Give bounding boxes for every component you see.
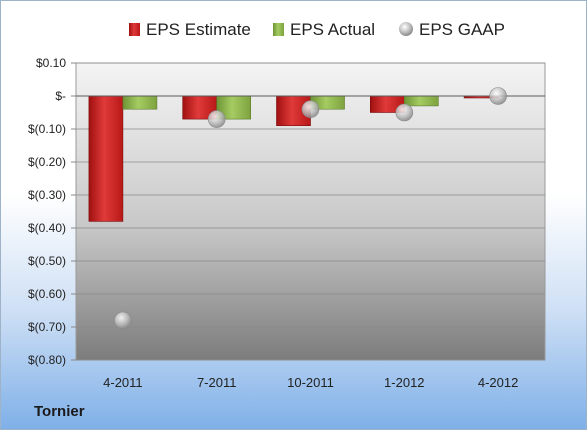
x-tick-label: 10-2011: [287, 375, 334, 390]
point-eps-gaap: [114, 311, 132, 330]
y-axis-ticks: $0.10 $- $(0.10) $(0.20) $(0.30) $(0.40) $(0.5…: [28, 56, 76, 367]
x-tick-label: 7-2011: [197, 375, 237, 390]
point-eps-gaap: [395, 103, 414, 122]
bars: [88, 95, 499, 222]
x-axis-ticks: 4-2011 7-2011 10-2011 1-2012 4-2012: [103, 375, 518, 390]
legend-estimate-label: EPS Estimate: [146, 20, 251, 39]
y-tick-label: $0.10: [36, 56, 66, 70]
y-tick-label: $(0.40): [28, 221, 66, 235]
legend-gaap-label: EPS GAAP: [419, 20, 505, 39]
point-eps-gaap: [207, 110, 226, 128]
gridlines: [76, 62, 545, 361]
legend: EPS Estimate EPS Actual EPS GAAP: [129, 20, 505, 39]
y-tick-label: $(0.80): [28, 353, 66, 367]
legend-actual-label: EPS Actual: [290, 20, 375, 39]
point-eps-gaap: [489, 87, 507, 105]
gaap-points: [114, 87, 507, 330]
point-eps-gaap: [301, 100, 320, 118]
bar-eps-actual: [403, 95, 439, 107]
x-tick-label: 4-2012: [478, 375, 518, 390]
bar-eps-estimate: [88, 95, 124, 222]
company-name: Tornier: [34, 403, 85, 420]
y-tick-label: $-: [55, 89, 66, 103]
legend-actual-swatch: [273, 23, 284, 36]
x-tick-label: 1-2012: [384, 375, 424, 390]
y-tick-label: $(0.10): [28, 122, 66, 136]
legend-gaap-swatch: [399, 22, 413, 36]
legend-estimate-swatch: [129, 23, 140, 36]
y-tick-label: $(0.20): [28, 155, 66, 169]
y-tick-label: $(0.50): [28, 254, 66, 268]
bar-eps-actual: [122, 95, 158, 110]
y-tick-label: $(0.30): [28, 188, 66, 202]
y-tick-label: $(0.60): [28, 287, 66, 301]
y-tick-label: $(0.70): [28, 320, 66, 334]
x-tick-label: 4-2011: [103, 375, 143, 390]
